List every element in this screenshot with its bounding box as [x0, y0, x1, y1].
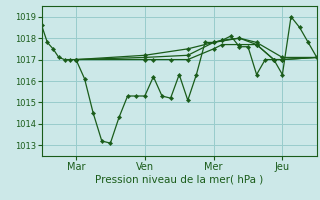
X-axis label: Pression niveau de la mer( hPa ): Pression niveau de la mer( hPa )	[95, 174, 263, 184]
